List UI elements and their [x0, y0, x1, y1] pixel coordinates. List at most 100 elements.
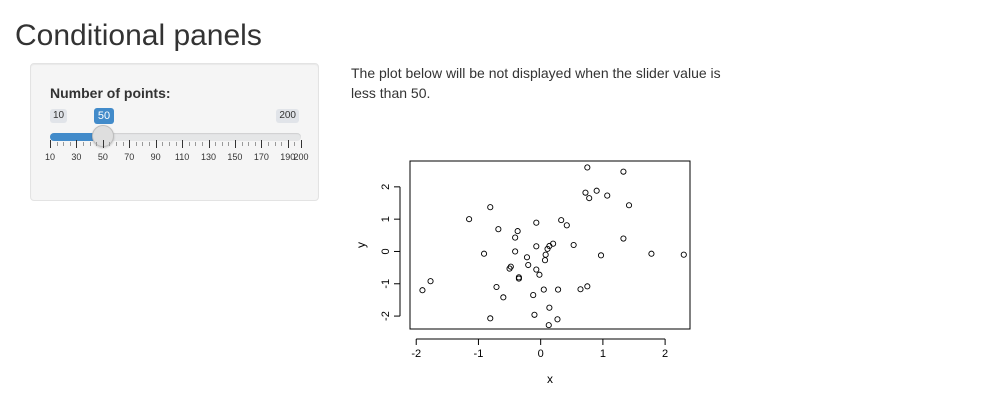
slider-minor-tick	[109, 142, 111, 146]
slider-tick-label: 70	[124, 152, 135, 162]
slider-minor-tick	[116, 142, 118, 146]
slider-tick-label: 10	[44, 152, 56, 162]
slider-tick-label: 90	[150, 152, 161, 162]
slider-tick-label: 170	[253, 152, 269, 162]
slider-tick-label: 110	[174, 152, 190, 162]
scatter-point	[554, 316, 561, 323]
scatter-point	[584, 283, 591, 290]
slider-minor-tick	[241, 142, 243, 146]
y-tick-label: -1	[380, 279, 392, 289]
scatter-point	[577, 286, 584, 293]
slider-tick-label: 150	[227, 152, 243, 162]
scatter-point	[523, 254, 531, 261]
slider-minor-tick	[175, 142, 177, 146]
slider-minor-tick	[89, 142, 91, 146]
slider-major-tick	[76, 140, 78, 148]
scatter-point	[586, 195, 593, 202]
y-tick-label: 2	[380, 184, 392, 190]
scatter-point	[620, 168, 627, 175]
slider-major-tick	[261, 140, 263, 148]
scatter-point	[525, 261, 532, 269]
scatter-point	[427, 278, 434, 285]
slider-major-tick	[301, 140, 302, 148]
plot-description: The plot below will be not displayed whe…	[351, 65, 721, 101]
slider-major-tick	[208, 140, 210, 148]
scatter-point	[570, 241, 577, 249]
slider-major-tick	[102, 140, 104, 148]
scatter-point	[546, 304, 553, 311]
slider-major-tick	[287, 140, 289, 148]
scatter-point	[480, 250, 488, 257]
scatter-point	[541, 257, 549, 264]
scatter-point	[536, 271, 543, 278]
slider-tick-label: 130	[201, 152, 217, 162]
y-tick-label: 0	[380, 248, 392, 254]
slider-minor-tick	[228, 142, 230, 146]
slider-major-tick	[182, 140, 184, 148]
x-axis-label: x	[547, 372, 553, 386]
slider-minor-tick	[96, 142, 98, 146]
scatter-point	[533, 219, 540, 226]
slider-minor-tick	[135, 142, 137, 146]
slider-tick-label: 50	[97, 152, 108, 162]
slider-fill	[50, 133, 103, 141]
slider-tick-label: 190	[280, 152, 296, 162]
slider-minor-tick	[142, 142, 144, 146]
slider-major-tick	[129, 140, 131, 148]
sidebar-panel: Number of points: 10 200 50 10 30 50 70 90 11…	[30, 63, 319, 201]
scatter-point	[540, 286, 547, 293]
scatter-point	[620, 235, 627, 242]
scatter-point	[500, 294, 507, 301]
x-tick-label: 2	[662, 348, 668, 360]
scatter-point	[648, 250, 655, 257]
slider-minor-tick	[168, 142, 170, 146]
scatter-point	[487, 315, 494, 322]
slider-label: Number of points:	[50, 85, 171, 101]
slider-minor-tick	[248, 142, 250, 146]
scatter-point	[530, 292, 537, 299]
scatter-point	[419, 287, 426, 294]
scatter-point	[544, 245, 551, 252]
slider-minor-tick	[254, 142, 256, 146]
slider-grid: 10 30 50 70 90 110 130 150 170 190 200	[45, 140, 309, 170]
slider-minor-tick	[122, 142, 124, 146]
scatter-point	[514, 228, 521, 235]
slider-minor-tick	[294, 142, 296, 146]
scatter-point	[512, 248, 519, 255]
slider-minor-tick	[162, 142, 164, 146]
slider-tick-label: 200	[293, 152, 309, 162]
scatter-point	[515, 274, 522, 281]
x-tick-label: 1	[600, 348, 606, 360]
slider-major-tick	[155, 140, 157, 148]
scatter-point	[593, 187, 600, 194]
slider-max-label: 200	[276, 109, 299, 123]
scatter-point	[542, 251, 549, 258]
y-tick-label: -2	[380, 311, 392, 321]
scatter-point	[512, 234, 519, 241]
scatter-point	[597, 252, 605, 259]
scatter-point	[531, 311, 538, 318]
scatter-point	[582, 189, 589, 196]
slider-track[interactable]	[50, 133, 301, 141]
scatter-point	[533, 243, 540, 250]
slider-minor-tick	[215, 142, 217, 146]
scatter-point	[625, 202, 633, 209]
slider-minor-tick	[281, 142, 283, 146]
slider-minor-tick	[188, 142, 190, 146]
plot-frame	[409, 160, 691, 330]
y-tick-label: 1	[380, 216, 392, 222]
scatter-point	[604, 192, 611, 199]
slider-tick-label: 30	[71, 152, 82, 162]
scatter-point	[495, 226, 502, 233]
slider-minor-tick	[83, 142, 85, 146]
slider-minor-tick	[221, 142, 223, 146]
x-tick-label: 0	[538, 348, 544, 360]
slider-minor-tick	[149, 142, 151, 146]
x-tick-label: -1	[474, 348, 484, 360]
scatter-point	[555, 286, 562, 293]
scatter-point	[563, 222, 570, 229]
scatter-point	[545, 322, 552, 329]
scatter-point	[487, 204, 494, 211]
slider-minor-tick	[274, 142, 276, 146]
scatter-point	[466, 216, 473, 223]
